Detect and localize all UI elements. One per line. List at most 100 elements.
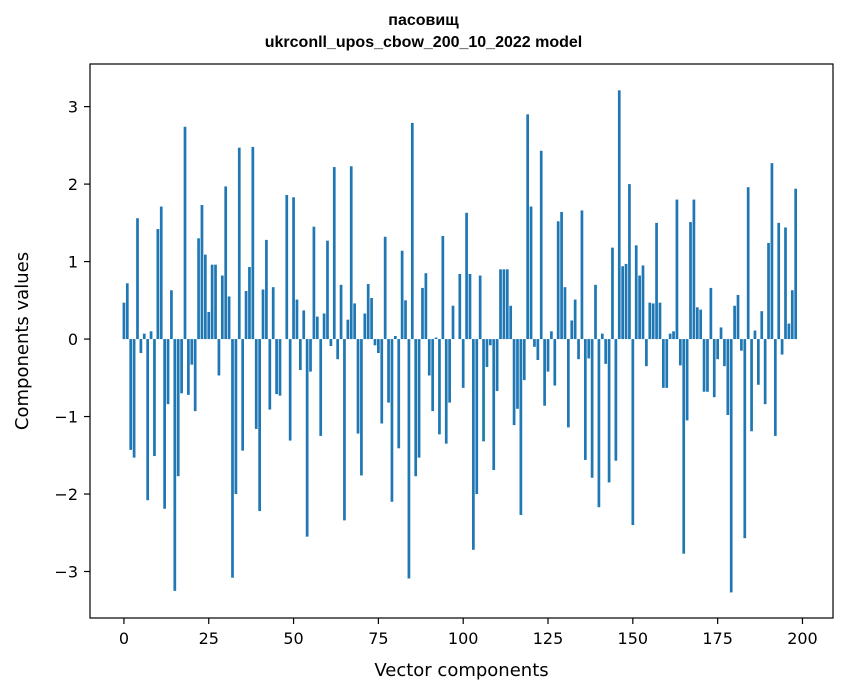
- x-tick-label: 100: [448, 629, 479, 648]
- bar-14: [170, 290, 173, 340]
- bar-182: [740, 339, 743, 351]
- x-tick-label: 125: [533, 629, 564, 648]
- bar-180: [733, 305, 736, 340]
- bar-168: [692, 199, 696, 340]
- bar-74: [373, 339, 377, 346]
- bar-36: [244, 291, 248, 340]
- bar-143: [607, 339, 611, 483]
- bar-100: [461, 339, 465, 388]
- bar-23: [200, 205, 204, 340]
- bar-87: [417, 339, 421, 458]
- bar-10: [156, 229, 160, 340]
- bar-189: [763, 339, 767, 405]
- y-tick-label: 0: [68, 330, 78, 349]
- bar-139: [594, 284, 597, 340]
- bar-7: [146, 339, 150, 501]
- bar-27: [214, 264, 217, 340]
- bar-59: [322, 313, 326, 340]
- bar-91: [431, 339, 435, 412]
- bar-44: [271, 287, 275, 340]
- bar-85: [410, 122, 414, 340]
- bar-172: [706, 339, 709, 392]
- bar-190: [767, 242, 770, 340]
- x-tick-label: 150: [618, 629, 649, 648]
- bar-171: [702, 339, 706, 392]
- bar-118: [522, 339, 526, 381]
- bar-20: [190, 339, 194, 365]
- bar-0: [122, 302, 126, 340]
- bar-155: [648, 302, 652, 340]
- bar-152: [638, 275, 641, 340]
- bar-134: [577, 339, 580, 360]
- bar-103: [472, 339, 475, 550]
- bar-96: [448, 339, 451, 403]
- bar-93: [438, 339, 441, 435]
- bar-79: [390, 339, 394, 502]
- bar-109: [492, 339, 496, 471]
- bar-16: [176, 339, 180, 477]
- bar-122: [536, 339, 540, 360]
- bar-125: [546, 339, 550, 372]
- bar-31: [227, 296, 231, 340]
- bar-198: [794, 188, 798, 340]
- chart-subtitle: ukrconll_upos_cbow_200_10_2022 model: [264, 34, 583, 51]
- bar-142: [604, 339, 608, 364]
- bar-169: [695, 307, 699, 340]
- bar-131: [567, 339, 570, 428]
- bar-188: [760, 311, 764, 340]
- bar-66: [346, 319, 350, 340]
- bar-135: [580, 210, 584, 340]
- bar-186: [753, 330, 757, 340]
- bars-group: [122, 90, 798, 593]
- bar-1: [125, 283, 129, 340]
- bar-170: [699, 309, 703, 340]
- y-tick-label: −1: [54, 408, 78, 427]
- bar-41: [261, 289, 265, 340]
- bar-149: [628, 184, 631, 340]
- bar-15: [173, 339, 177, 591]
- bar-42: [265, 239, 268, 340]
- bar-108: [488, 339, 492, 346]
- bar-46: [278, 339, 282, 396]
- bar-153: [641, 265, 645, 340]
- plot-frame: [89, 63, 834, 619]
- bar-71: [363, 313, 367, 340]
- bar-48: [285, 194, 289, 340]
- bar-19: [187, 339, 190, 395]
- bar-12: [163, 339, 166, 509]
- bar-107: [485, 339, 489, 367]
- bar-21: [193, 339, 197, 412]
- bar-97: [451, 305, 455, 340]
- bar-181: [736, 294, 740, 340]
- y-tick-label: −3: [54, 563, 78, 582]
- bar-51: [295, 299, 299, 340]
- bar-106: [482, 339, 485, 442]
- bar-99: [458, 273, 462, 340]
- bar-145: [614, 339, 618, 461]
- bar-90: [427, 339, 431, 376]
- bar-124: [543, 339, 546, 406]
- bar-184: [746, 187, 750, 340]
- bar-174: [712, 339, 716, 398]
- bar-70: [360, 339, 363, 476]
- bar-39: [254, 339, 258, 429]
- bar-177: [723, 339, 726, 367]
- bar-192: [773, 339, 777, 436]
- bar-156: [651, 303, 655, 340]
- bar-63: [336, 339, 340, 360]
- bar-164: [678, 339, 682, 366]
- bar-82: [400, 250, 404, 340]
- bar-49: [288, 339, 292, 441]
- bar-24: [203, 254, 207, 340]
- bar-67: [349, 166, 353, 340]
- bar-157: [655, 222, 658, 340]
- bar-54: [305, 339, 309, 537]
- bar-154: [645, 339, 648, 367]
- bar-38: [251, 146, 255, 340]
- x-tick-label: 75: [368, 629, 388, 648]
- bar-62: [332, 167, 336, 340]
- bar-191: [770, 163, 774, 340]
- bar-112: [502, 269, 506, 340]
- bar-64: [339, 284, 343, 340]
- y-tick-label: −2: [54, 485, 78, 504]
